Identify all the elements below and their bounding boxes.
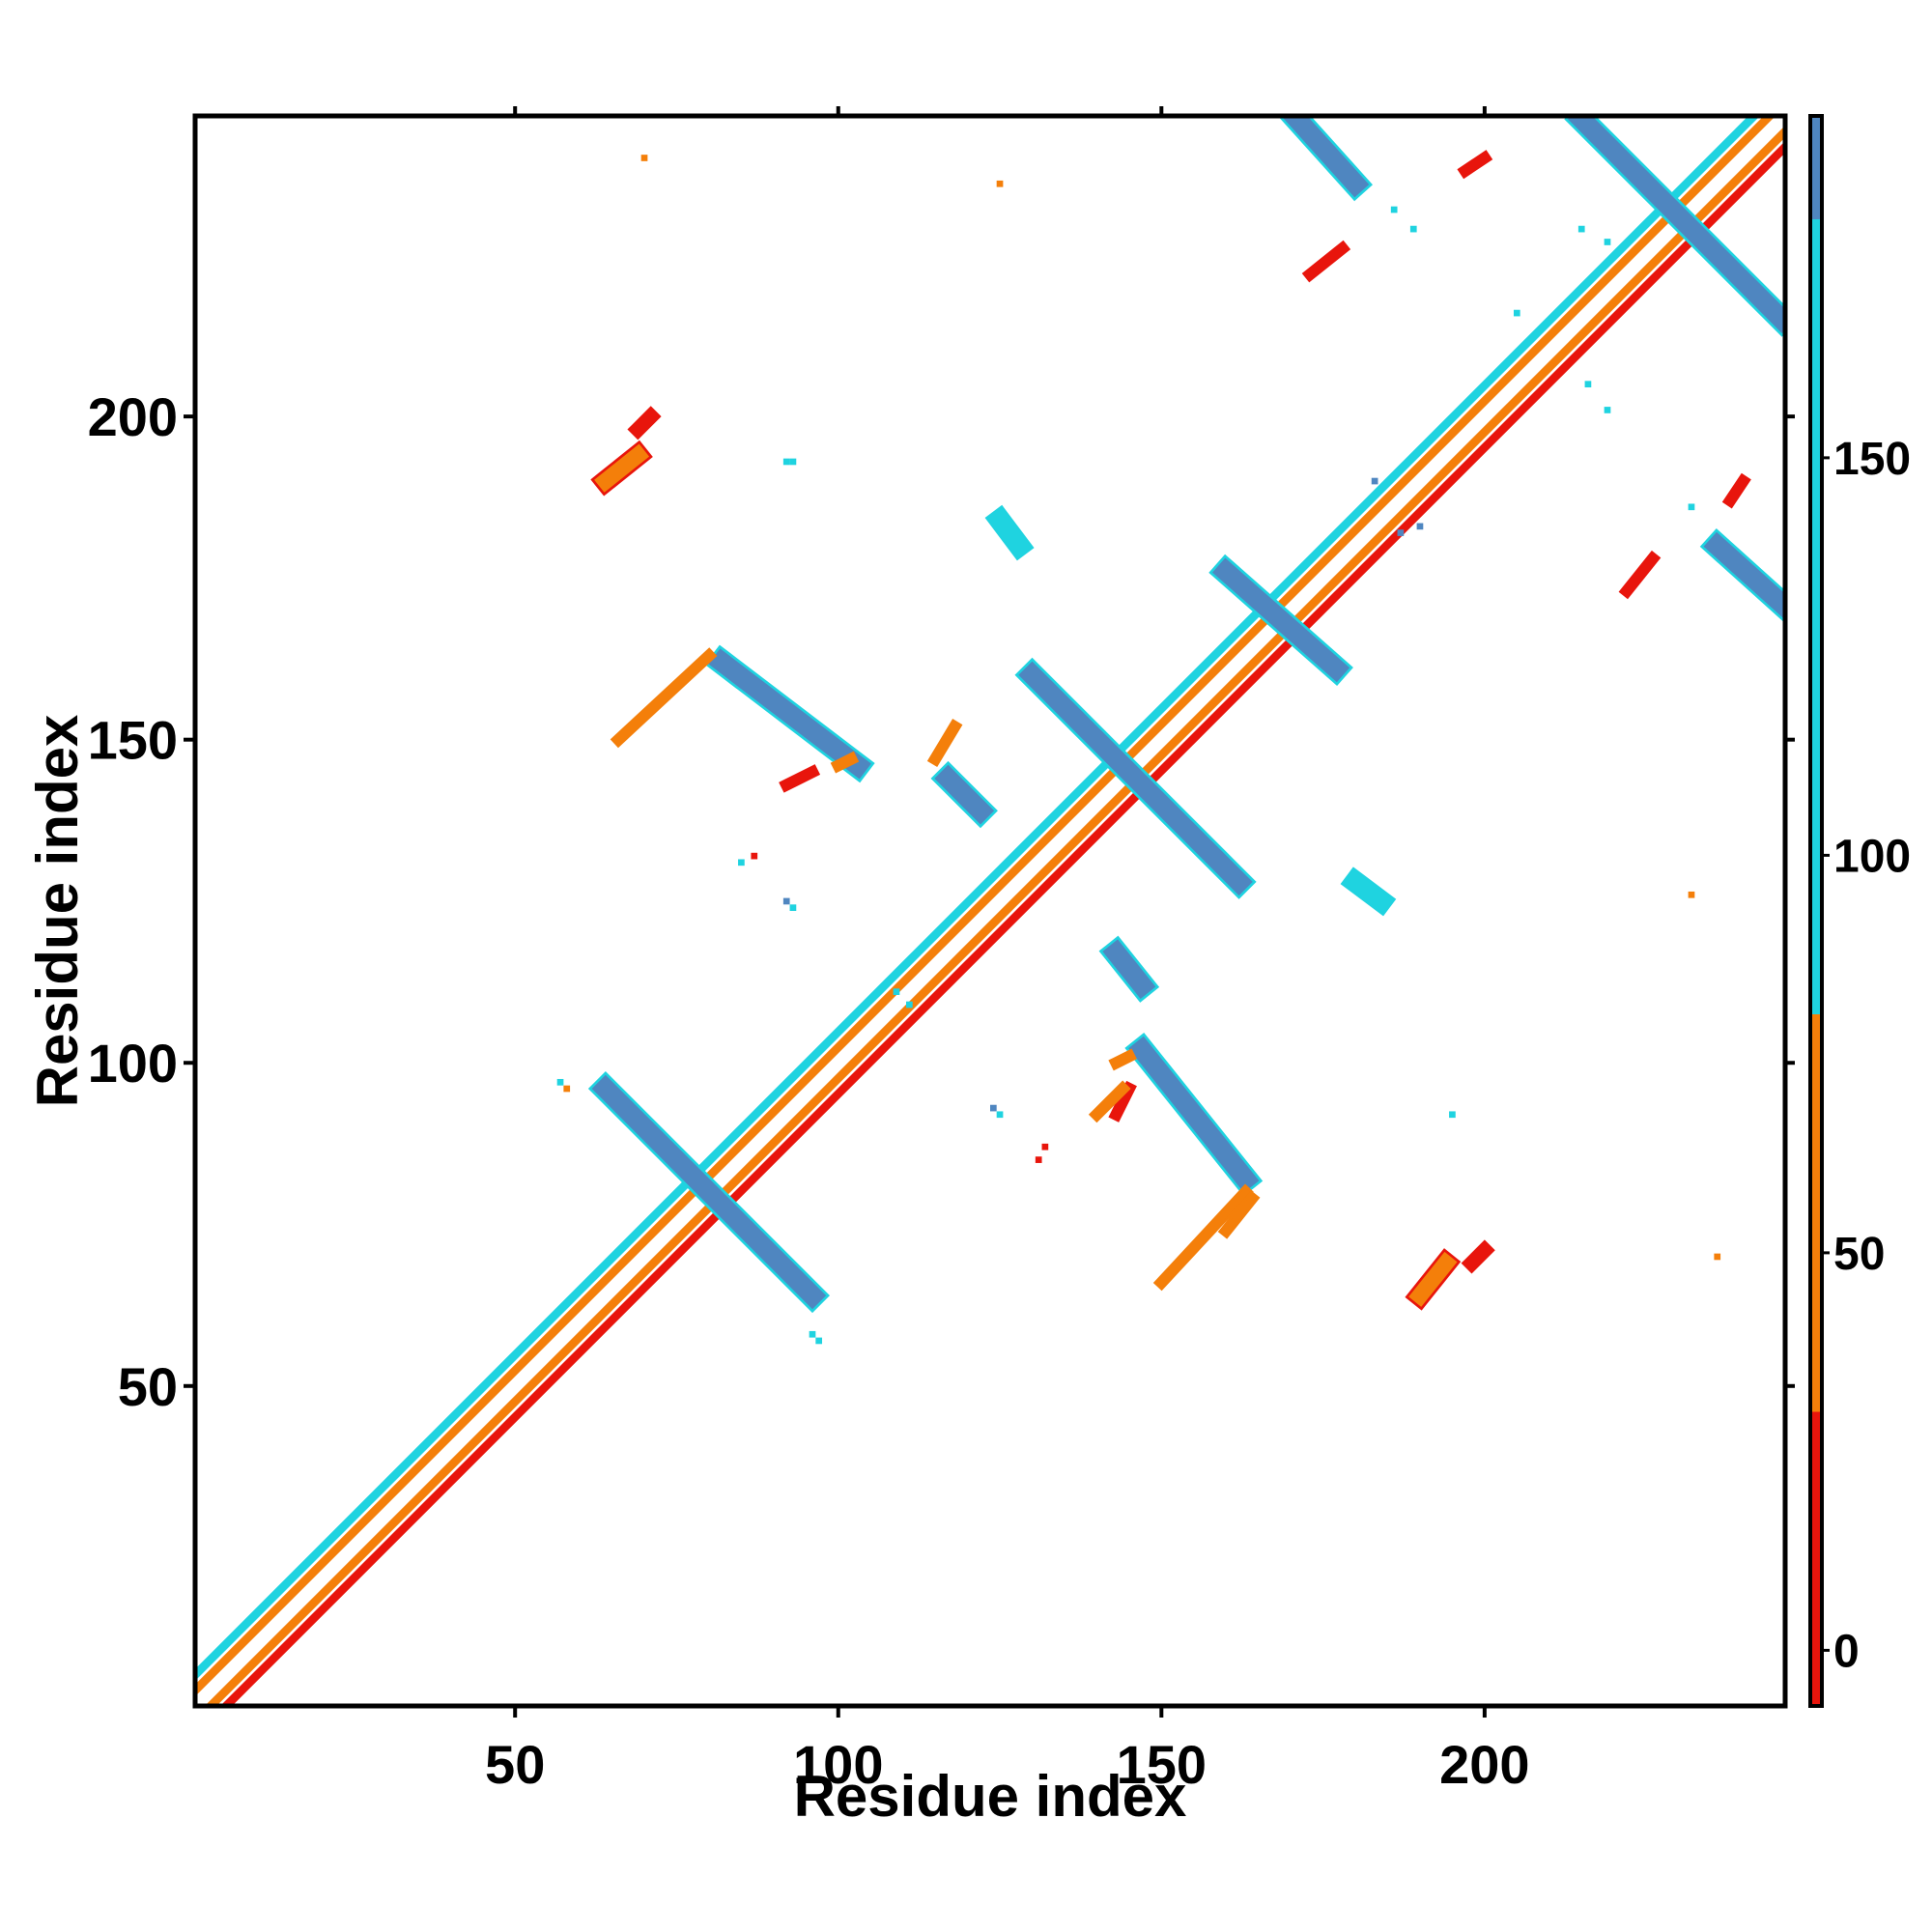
x-axis-ticks: 50 100 150 200 xyxy=(485,106,1530,1795)
contact-segment xyxy=(781,767,817,790)
contact-cell xyxy=(556,1078,564,1086)
contact-cell xyxy=(1371,477,1378,485)
contact-segment xyxy=(1283,116,1370,198)
contact-cell xyxy=(1577,225,1585,233)
colorbar-band xyxy=(1810,1013,1822,1412)
contact-cell xyxy=(1714,1253,1721,1261)
colorbar-band xyxy=(1810,1411,1822,1706)
x-tick-label: 100 xyxy=(793,1734,883,1795)
colorbar-band xyxy=(1810,218,1822,1014)
contact-segment xyxy=(934,764,995,825)
contact-cell xyxy=(1041,1143,1049,1151)
diagonal-band xyxy=(204,125,1785,1706)
y-axis-title: Residue index xyxy=(25,715,90,1108)
contact-cell xyxy=(1390,206,1398,213)
contact-cell xyxy=(1688,891,1695,898)
contact-segment xyxy=(1212,557,1350,683)
contact-segment xyxy=(834,754,856,770)
colorbar-frame xyxy=(1808,114,1824,1708)
colorbar-tick-label: 100 xyxy=(1833,831,1911,882)
contact-cell xyxy=(893,988,900,995)
contact-segment xyxy=(1725,476,1748,505)
contact-segment xyxy=(591,1074,827,1310)
colorbar: 0 50 100 150 xyxy=(1808,114,1911,1708)
x-tick-label: 200 xyxy=(1439,1734,1529,1795)
contact-cell xyxy=(996,1111,1004,1119)
contact-segment xyxy=(1156,1187,1251,1288)
contact-segment xyxy=(1092,1084,1127,1120)
contact-segment xyxy=(1128,1036,1260,1193)
contact-segment xyxy=(1461,153,1490,176)
contact-segment xyxy=(1408,1251,1458,1307)
contact-cell xyxy=(751,852,758,860)
contact-cell xyxy=(1688,503,1695,511)
contact-cell xyxy=(996,180,1004,187)
y-tick-label: 50 xyxy=(118,1356,178,1417)
contact-cell xyxy=(1513,309,1520,317)
contact-segment xyxy=(1111,1084,1134,1120)
contact-segment xyxy=(1018,661,1253,896)
colorbar-tick-label: 150 xyxy=(1833,434,1911,485)
contact-cell xyxy=(782,897,790,905)
contact-cell xyxy=(906,1001,913,1009)
contact-cell xyxy=(1604,239,1611,245)
contact-cell xyxy=(563,1085,571,1093)
colorbar-tick-label: 50 xyxy=(1833,1229,1885,1280)
x-axis-title: Residue index xyxy=(794,1764,1187,1829)
y-tick-label: 150 xyxy=(88,710,178,771)
contact-segment xyxy=(1221,1194,1257,1236)
contact-segment xyxy=(1622,554,1658,596)
contact-cell xyxy=(640,155,648,161)
contact-cell xyxy=(789,904,797,911)
contact-segment xyxy=(1568,116,1785,333)
y-tick-label: 200 xyxy=(88,386,178,447)
contact-cell xyxy=(815,1337,823,1345)
contact-segment xyxy=(988,508,1031,557)
contact-cell xyxy=(1584,381,1592,388)
contact-segment xyxy=(1464,1243,1492,1270)
contact-cell xyxy=(1604,407,1611,413)
contact-segment xyxy=(1102,939,1156,1000)
contact-cell xyxy=(1125,1053,1133,1060)
x-tick-label: 50 xyxy=(485,1734,545,1795)
contact-cell xyxy=(789,458,797,466)
contact-segment xyxy=(1344,870,1393,913)
y-axis-ticks: 50 100 150 200 xyxy=(88,386,1795,1417)
colorbar-tick-label: 0 xyxy=(1833,1626,1860,1677)
contact-cell xyxy=(809,1330,816,1338)
contact-segment xyxy=(613,650,714,745)
y-tick-label: 100 xyxy=(88,1033,178,1094)
x-tick-label: 150 xyxy=(1117,1734,1207,1795)
contact-cell xyxy=(1035,1156,1042,1163)
contact-cell xyxy=(738,859,745,867)
contact-cell xyxy=(1416,523,1424,530)
contact-segment xyxy=(930,722,959,764)
contact-segment xyxy=(594,443,650,493)
contact-cell xyxy=(1449,1111,1456,1119)
plot-frame xyxy=(192,113,1788,1709)
colorbar-band xyxy=(1810,116,1822,219)
contact-cell xyxy=(782,458,790,466)
diagonal-band xyxy=(195,116,1776,1697)
heatmap-cells xyxy=(195,116,1785,1706)
diagonal-band xyxy=(219,140,1785,1706)
contact-segment xyxy=(708,648,871,780)
contact-segment xyxy=(631,410,658,437)
contact-cell xyxy=(1397,529,1405,536)
contact-cell xyxy=(1409,225,1417,233)
diagonal-band xyxy=(195,116,1761,1682)
contact-cell xyxy=(990,1104,997,1112)
contact-segment xyxy=(1305,243,1348,279)
diagonal-band xyxy=(195,116,1785,1706)
contact-segment xyxy=(1703,531,1785,618)
